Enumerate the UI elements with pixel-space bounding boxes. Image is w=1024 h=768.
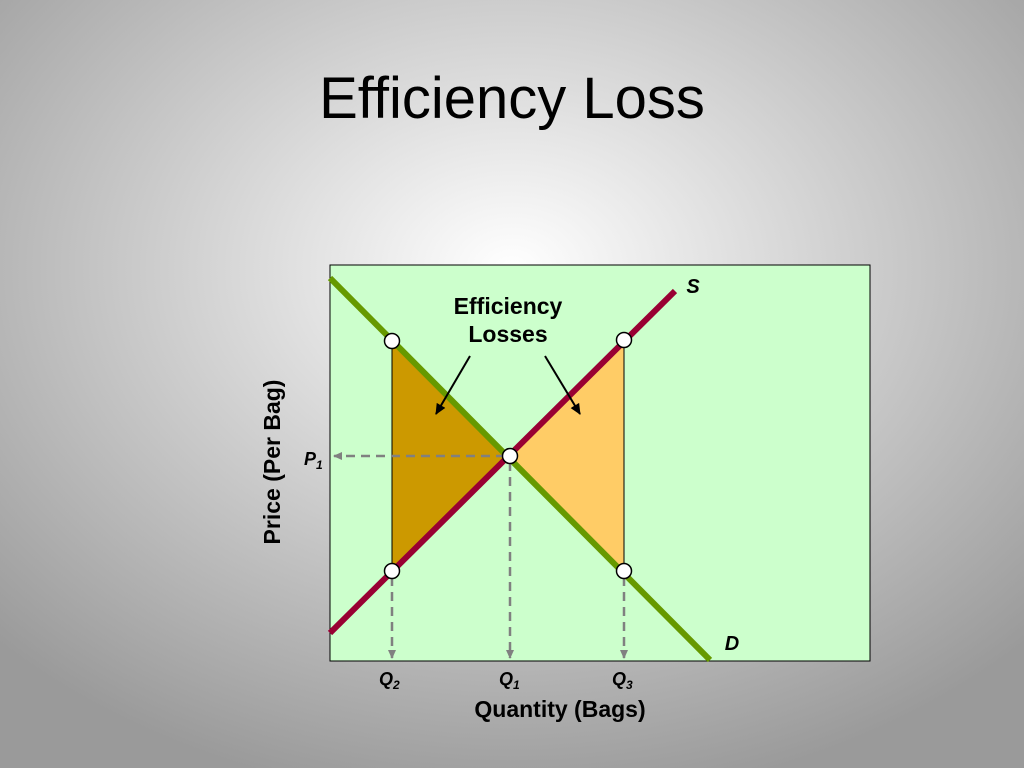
marker-subscript: 2 bbox=[392, 678, 400, 692]
marker-subscript: 1 bbox=[513, 678, 520, 692]
annotation-line: Efficiency bbox=[454, 293, 563, 319]
marker-letter: Q bbox=[499, 669, 513, 689]
supply-label: S bbox=[686, 276, 700, 298]
point bbox=[615, 331, 633, 349]
marker-letter: P bbox=[304, 449, 317, 469]
annotation-arrow bbox=[435, 355, 471, 415]
loss-area-right bbox=[510, 340, 624, 571]
price-marker: P1 bbox=[304, 449, 323, 472]
marker-letter: Q bbox=[612, 669, 626, 689]
slide-title: Efficiency Loss bbox=[319, 66, 705, 131]
quantity-marker: Q1 bbox=[499, 669, 520, 692]
point bbox=[615, 562, 633, 580]
point bbox=[383, 332, 401, 350]
marker-subscript: 3 bbox=[626, 678, 633, 692]
annotation-line: Losses bbox=[468, 321, 547, 347]
marker-subscript: 1 bbox=[316, 458, 323, 472]
marker-letter: Q bbox=[379, 669, 393, 689]
demand-label: D bbox=[725, 633, 739, 655]
annotation-arrow bbox=[544, 355, 581, 415]
quantity-marker: Q3 bbox=[612, 669, 633, 692]
equilibrium-point bbox=[501, 447, 519, 465]
x-axis-label: Quantity (Bags) bbox=[474, 696, 645, 722]
point bbox=[383, 562, 401, 580]
y-axis-label: Price (Per Bag) bbox=[259, 380, 285, 545]
quantity-marker: Q2 bbox=[379, 669, 400, 692]
